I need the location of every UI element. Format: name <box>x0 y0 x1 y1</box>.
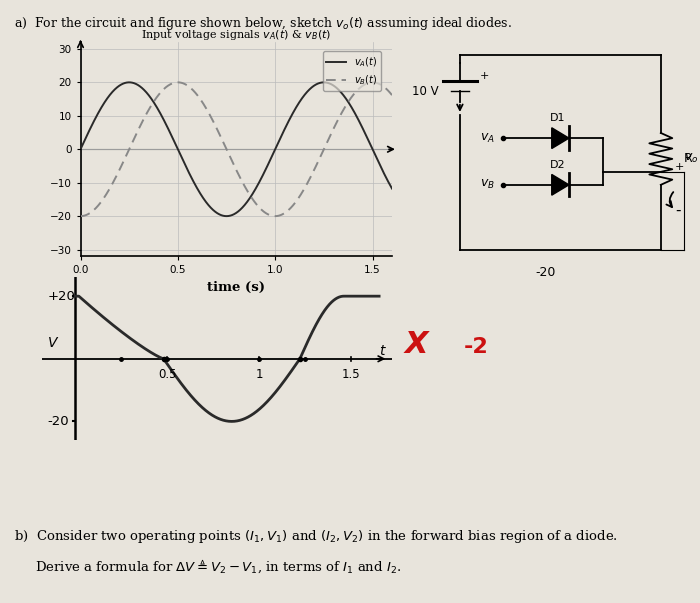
$v_A(t)$ <box>92 113 101 120</box>
X-axis label: time (s): time (s) <box>207 281 265 294</box>
$v_B(t)$ <box>228 157 236 165</box>
Text: $v_A$: $v_A$ <box>480 131 495 145</box>
$v_A(t)$ <box>388 185 396 192</box>
$v_A(t)$ <box>76 146 85 153</box>
Text: a)  For the circuit and figure shown below, sketch $v_o(t)$ assuming ideal diode: a) For the circuit and figure shown belo… <box>14 15 512 32</box>
$v_B(t)$ <box>321 142 330 149</box>
Polygon shape <box>552 128 569 148</box>
Text: t: t <box>379 344 384 358</box>
$v_A(t)$ <box>322 79 330 86</box>
$v_A(t)$ <box>379 168 387 175</box>
Text: +20: +20 <box>48 289 76 303</box>
Text: -20: -20 <box>536 265 556 279</box>
Text: +: + <box>675 162 685 172</box>
Text: -2: -2 <box>463 336 489 357</box>
$v_A(t)$ <box>228 212 237 219</box>
Text: -: - <box>675 203 680 218</box>
Text: +: + <box>480 71 489 81</box>
Line: $v_A(t)$: $v_A(t)$ <box>80 83 392 216</box>
$v_B(t)$ <box>379 83 387 90</box>
Text: R: R <box>684 153 692 165</box>
$v_B(t)$ <box>220 139 228 147</box>
$v_B(t)$ <box>368 79 377 86</box>
Text: V: V <box>48 336 57 350</box>
$v_B(t)$ <box>76 212 85 219</box>
Text: -20: -20 <box>48 415 69 428</box>
$v_B(t)$ <box>92 204 101 211</box>
Text: 1.5: 1.5 <box>342 368 360 381</box>
Text: 10 V: 10 V <box>412 85 439 98</box>
Text: $v_B$: $v_B$ <box>480 178 495 191</box>
$v_A(t)$ <box>220 212 228 219</box>
$v_B(t)$ <box>388 92 396 99</box>
Text: X: X <box>405 330 428 359</box>
$v_A(t)$ <box>379 168 388 175</box>
Legend: $v_A(t)$, $v_B(t)$: $v_A(t)$, $v_B(t)$ <box>323 51 381 91</box>
Text: b)  Consider two operating points $(I_1, V_1)$ and $(I_2, V_2)$ in the forward b: b) Consider two operating points $(I_1, … <box>14 528 618 545</box>
Text: 0.5: 0.5 <box>158 368 176 381</box>
Line: $v_B(t)$: $v_B(t)$ <box>80 83 392 216</box>
$v_B(t)$ <box>379 83 387 90</box>
Text: 1: 1 <box>256 368 263 381</box>
Polygon shape <box>552 174 569 195</box>
Text: D1: D1 <box>550 113 565 123</box>
Title: Input voltage signals $v_A(t)$ & $v_B(t)$: Input voltage signals $v_A(t)$ & $v_B(t)… <box>141 28 331 42</box>
Text: $v_o$: $v_o$ <box>684 153 698 165</box>
$v_A(t)$ <box>223 212 231 219</box>
$v_A(t)$ <box>320 79 328 86</box>
Text: Derive a formula for $\Delta V \triangleq V_2 - V_1$, in terms of $I_1$ and $I_2: Derive a formula for $\Delta V \triangle… <box>14 558 401 575</box>
Text: D2: D2 <box>550 160 566 170</box>
